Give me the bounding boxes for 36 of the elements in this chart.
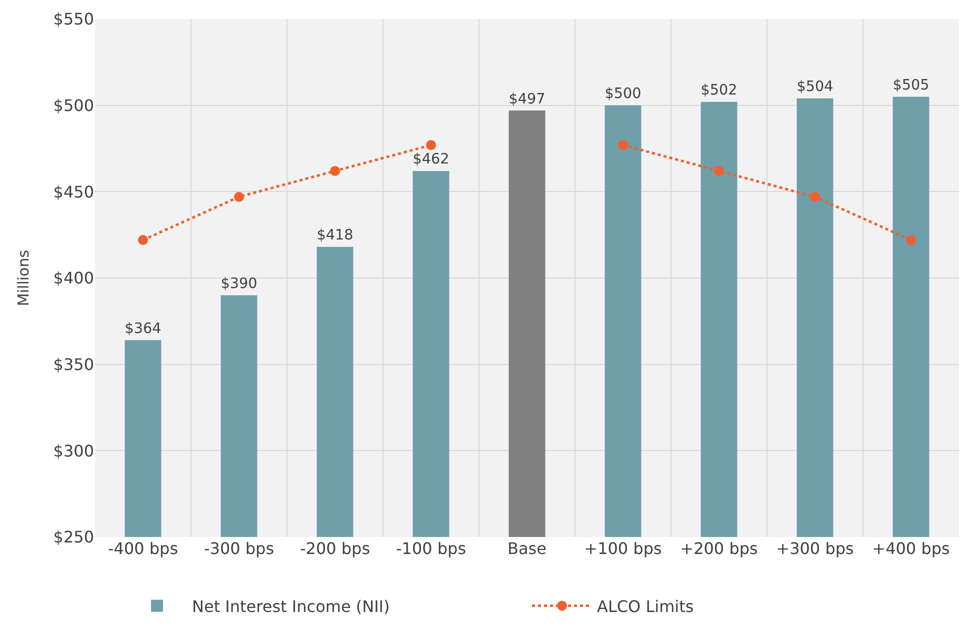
x-tick-label: +200 bps [680, 539, 758, 558]
point [618, 140, 628, 150]
y-tick-label: $300 [53, 441, 94, 460]
y-tick-label: $500 [53, 96, 94, 115]
data-label: $504 [796, 79, 834, 96]
x-tick-label: +400 bps [872, 539, 950, 558]
x-tick-label: Base [508, 539, 546, 558]
data-label: $390 [220, 276, 258, 292]
data-label: $462 [412, 152, 450, 168]
x-tick-label: +100 bps [584, 539, 662, 558]
data-label: $364 [124, 320, 162, 337]
point [234, 192, 244, 202]
y-tick-label: $250 [53, 528, 94, 547]
data-label: $500 [604, 86, 642, 102]
point [714, 166, 724, 176]
data-label: $502 [700, 82, 738, 99]
y-tick-label: $400 [53, 268, 94, 288]
x-tick-label: +300 bps [776, 539, 854, 558]
y-tick-label: $350 [53, 354, 94, 374]
y-tick-label: $550 [53, 10, 94, 29]
point [810, 192, 820, 202]
data-label: $418 [316, 228, 354, 244]
data-label: $505 [892, 77, 930, 94]
point [426, 140, 436, 150]
x-tick-label: -200 bps [300, 539, 370, 558]
legend-label: Net Interest Income (NII) [192, 596, 390, 616]
data-label: $497 [508, 91, 546, 108]
point [138, 235, 148, 246]
x-tick-label: -100 bps [396, 539, 466, 558]
legend-label: ALCO Limits [597, 596, 694, 616]
y-tick-label: $450 [53, 182, 94, 202]
point [906, 235, 916, 246]
y-axis-title: Millions [14, 250, 33, 306]
point [330, 166, 340, 176]
x-tick-label: -400 bps [108, 539, 178, 558]
x-tick-label: -300 bps [204, 539, 274, 558]
